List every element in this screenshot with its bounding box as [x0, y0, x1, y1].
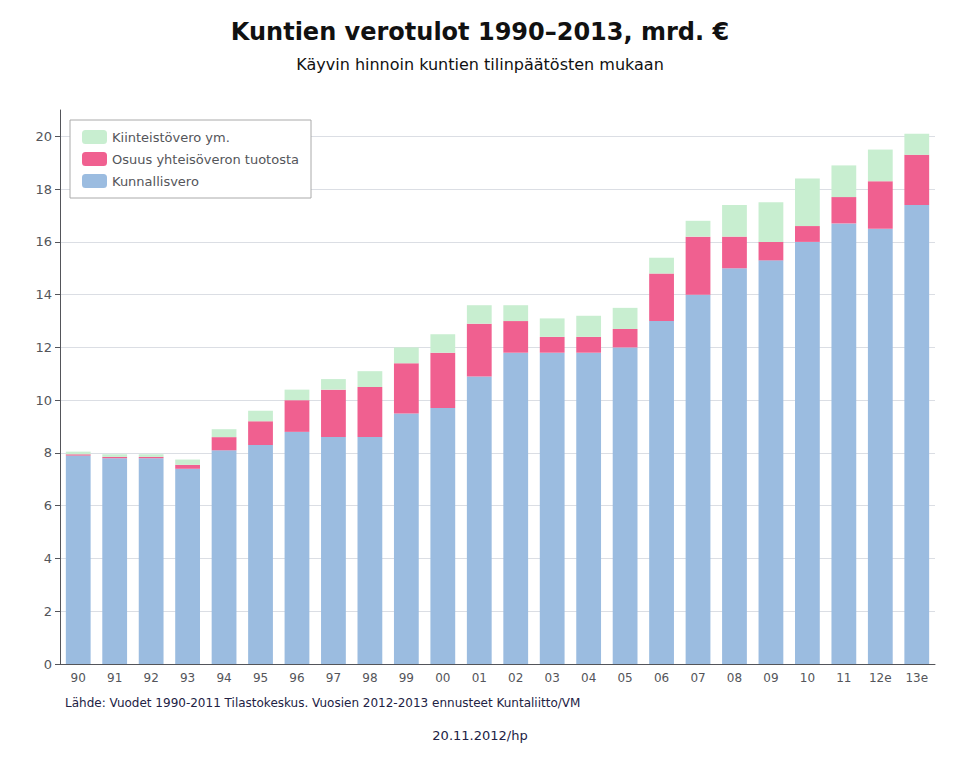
- svg-text:07: 07: [690, 671, 705, 685]
- svg-text:6: 6: [44, 498, 52, 513]
- svg-text:95: 95: [253, 671, 268, 685]
- svg-text:98: 98: [362, 671, 377, 685]
- svg-text:00: 00: [435, 671, 450, 685]
- svg-text:Kiinteistövero ym.: Kiinteistövero ym.: [112, 130, 230, 145]
- svg-text:01: 01: [472, 671, 487, 685]
- svg-text:10: 10: [800, 671, 815, 685]
- svg-text:02: 02: [508, 671, 523, 685]
- svg-text:Kuntien verotulot 1990–2013, m: Kuntien verotulot 1990–2013, mrd. €: [231, 18, 729, 46]
- svg-text:11: 11: [836, 671, 851, 685]
- svg-text:08: 08: [727, 671, 742, 685]
- svg-text:99: 99: [399, 671, 414, 685]
- svg-text:09: 09: [763, 671, 778, 685]
- svg-text:90: 90: [71, 671, 86, 685]
- svg-text:94: 94: [216, 671, 231, 685]
- svg-text:10: 10: [35, 393, 52, 408]
- svg-text:12: 12: [35, 340, 52, 355]
- svg-text:96: 96: [289, 671, 304, 685]
- svg-text:0: 0: [44, 657, 52, 672]
- svg-text:04: 04: [581, 671, 596, 685]
- svg-text:16: 16: [35, 234, 52, 249]
- svg-text:92: 92: [144, 671, 159, 685]
- svg-text:05: 05: [617, 671, 632, 685]
- svg-text:06: 06: [654, 671, 669, 685]
- svg-text:12e: 12e: [869, 671, 892, 685]
- svg-text:2: 2: [44, 604, 52, 619]
- svg-text:14: 14: [35, 287, 52, 302]
- svg-text:4: 4: [44, 551, 52, 566]
- svg-text:91: 91: [107, 671, 122, 685]
- svg-text:20: 20: [35, 129, 52, 144]
- svg-text:18: 18: [35, 182, 52, 197]
- svg-text:93: 93: [180, 671, 195, 685]
- svg-text:03: 03: [545, 671, 560, 685]
- svg-text:13e: 13e: [905, 671, 928, 685]
- svg-text:Kunnallisvero: Kunnallisvero: [112, 174, 199, 189]
- svg-text:8: 8: [44, 445, 52, 460]
- svg-text:20.11.2012/hp: 20.11.2012/hp: [432, 728, 527, 743]
- svg-text:97: 97: [326, 671, 341, 685]
- svg-text:Käyvin hinnoin kuntien tilinpä: Käyvin hinnoin kuntien tilinpäätösten mu…: [296, 55, 664, 74]
- svg-text:Lähde: Vuodet 1990-2011 Tilast: Lähde: Vuodet 1990-2011 Tilastokeskus. V…: [65, 696, 580, 710]
- svg-text:Osuus yhteisöveron tuotosta: Osuus yhteisöveron tuotosta: [112, 152, 299, 167]
